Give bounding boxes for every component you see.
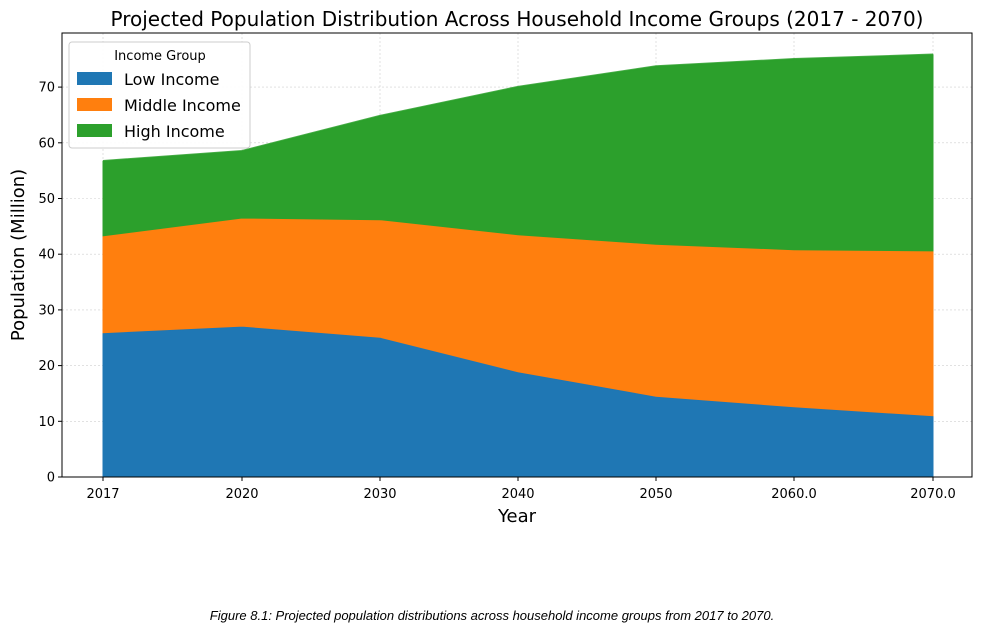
x-tick-label: 2020 xyxy=(225,487,258,502)
x-tick-label: 2050 xyxy=(639,487,672,502)
legend-swatch-low-income xyxy=(77,72,112,85)
x-tick-label: 2017 xyxy=(86,487,119,502)
legend-label-middle-income: Middle Income xyxy=(124,96,241,115)
legend: Income Group Low Income Middle Income High… xyxy=(68,41,251,149)
legend-label-high-income: High Income xyxy=(124,122,225,141)
y-tick-label: 60 xyxy=(38,136,55,151)
x-tick-label: 2060.0 xyxy=(771,487,817,502)
x-tick-label: 2070.0 xyxy=(910,487,956,502)
legend-label-low-income: Low Income xyxy=(124,70,219,89)
plot-frame xyxy=(61,32,973,478)
x-axis-label: Year xyxy=(497,506,537,527)
legend-title: Income Group xyxy=(114,49,206,64)
x-tick-label: 2030 xyxy=(363,487,396,502)
y-tick-label: 40 xyxy=(38,248,55,263)
x-tick-label: 2040 xyxy=(501,487,534,502)
y-tick-label: 20 xyxy=(38,359,55,374)
y-tick-label: 30 xyxy=(38,303,55,318)
y-tick-label: 10 xyxy=(38,415,55,430)
y-tick-label: 0 xyxy=(47,471,55,486)
y-axis-label: Population (Million) xyxy=(8,169,29,341)
legend-swatch-middle-income xyxy=(77,98,112,111)
legend-box xyxy=(68,41,251,149)
legend-swatch-high-income xyxy=(77,124,112,137)
chart-title: Projected Population Distribution Across… xyxy=(111,7,924,31)
y-tick-label: 70 xyxy=(38,81,55,96)
line-high-income xyxy=(102,53,934,163)
figure-caption: Figure 8.1: Projected population distrib… xyxy=(209,608,775,623)
y-tick-label: 50 xyxy=(38,192,55,207)
